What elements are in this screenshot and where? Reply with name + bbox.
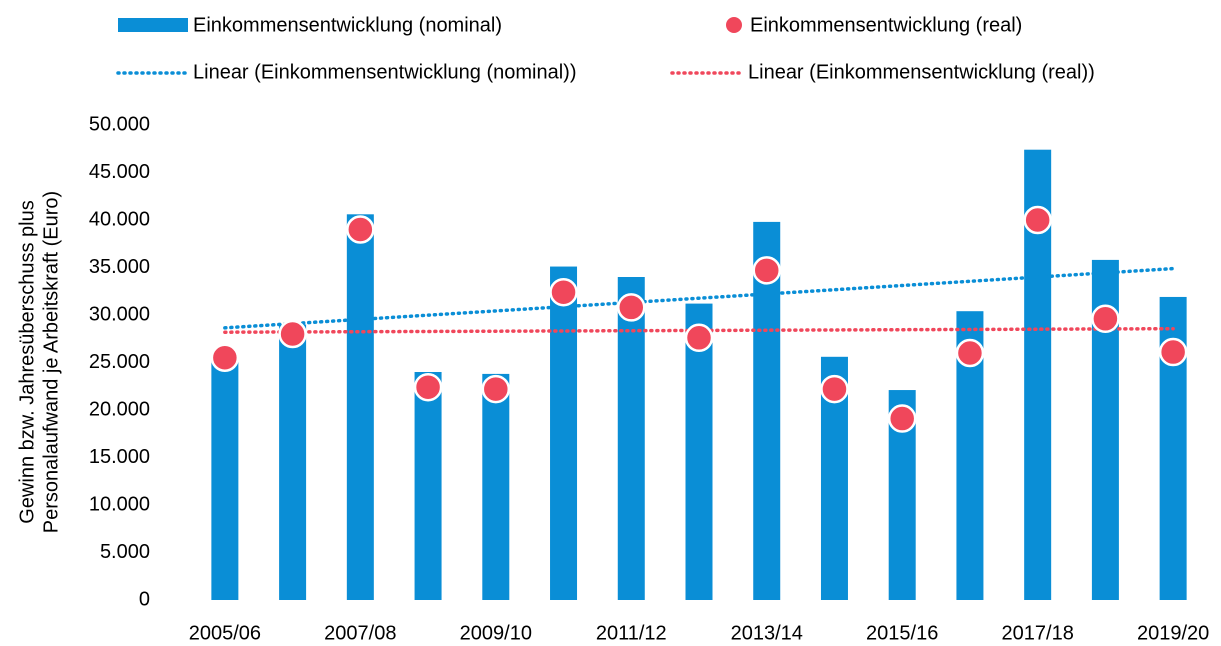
legend-swatch: [726, 17, 742, 33]
bar: [482, 373, 510, 600]
y-axis-title: Gewinn bzw. Jahresüberschuss plus Person…: [16, 191, 62, 533]
dot: [1023, 205, 1052, 235]
dot: [413, 372, 443, 402]
x-tick-label: 2015/16: [866, 622, 938, 644]
y-tick-label: 30.000: [89, 303, 150, 325]
bar: [617, 277, 645, 600]
y-tick-label: 35.000: [89, 256, 150, 278]
y-tick-label: 0: [139, 588, 150, 610]
legend-swatch: [118, 18, 188, 32]
legend-label: Einkommensentwicklung (real): [750, 14, 1022, 36]
y-tick-label: 15.000: [89, 446, 150, 468]
bar: [753, 221, 781, 600]
dot: [278, 319, 307, 349]
legend-label: Linear (Einkommensentwicklung (real)): [748, 61, 1095, 83]
y-tick-label: 50.000: [89, 113, 150, 135]
x-tick-label: 2011/12: [596, 622, 667, 644]
dot: [820, 374, 849, 404]
x-tick-label: 2017/18: [1002, 622, 1074, 644]
bar: [414, 372, 442, 600]
y-tick-label: 10.000: [89, 493, 150, 515]
x-tick-label: 2005/06: [189, 622, 261, 644]
x-tick-label: 2013/14: [731, 622, 803, 644]
y-axis-title-line: Gewinn bzw. Jahresüberschuss plus: [16, 200, 38, 524]
dot: [549, 277, 578, 307]
dot: [346, 215, 375, 244]
x-tick-label: 2019/20: [1137, 622, 1209, 644]
dot: [955, 338, 985, 368]
legend-label: Einkommensentwicklung (nominal): [193, 14, 502, 36]
y-tick-label: 5.000: [100, 541, 150, 563]
dot: [1091, 304, 1120, 334]
dot: [617, 293, 646, 322]
trend-line: [223, 266, 1175, 330]
bar: [279, 324, 307, 600]
y-tick-label: 25.000: [89, 351, 150, 373]
bar: [685, 303, 713, 600]
dot: [481, 374, 511, 404]
bar: [550, 266, 578, 600]
y-tick-label: 40.000: [89, 208, 150, 230]
dot: [1158, 337, 1188, 367]
bar: [346, 214, 374, 601]
y-axis-title-line: Personalaufwand je Arbeitskraft (Euro): [40, 191, 62, 533]
x-tick-label: 2009/10: [460, 622, 532, 644]
dot: [210, 343, 240, 372]
bar: [211, 354, 239, 600]
legend-label: Linear (Einkommensentwicklung (nominal)): [193, 61, 577, 83]
dot: [684, 323, 714, 353]
y-tick-label: 20.000: [89, 398, 150, 420]
y-tick-label: 45.000: [89, 161, 150, 183]
dot: [752, 256, 781, 285]
x-tick-label: 2007/08: [324, 622, 396, 644]
dot: [887, 404, 917, 433]
